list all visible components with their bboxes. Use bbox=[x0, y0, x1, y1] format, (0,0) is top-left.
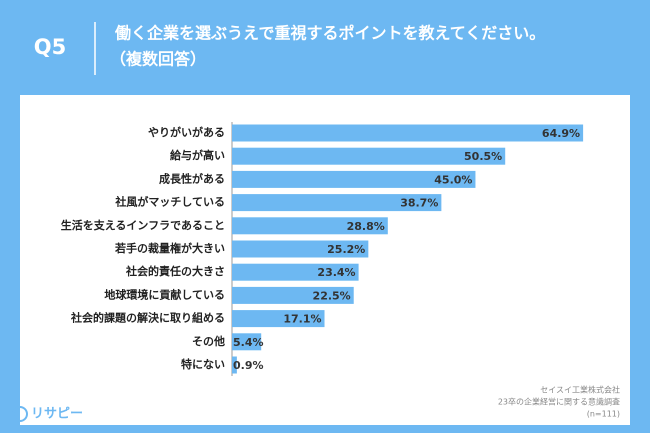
category-label: 給与が高い bbox=[170, 148, 225, 162]
bar bbox=[232, 240, 369, 258]
category-label: 成長性がある bbox=[159, 171, 225, 185]
category-label: 社会的責任の大きさ bbox=[125, 264, 225, 278]
value-label: 25.2% bbox=[327, 243, 365, 256]
title: 働く企業を選ぶうえで重視するポイントを教えてください。 bbox=[114, 24, 545, 43]
value-label: 5.4% bbox=[233, 336, 264, 349]
source-survey: 23卒の企業経営に関する意識調査 bbox=[498, 397, 620, 407]
value-label: 22.5% bbox=[313, 289, 351, 302]
source-company: セイスイ工業株式会社 bbox=[540, 385, 620, 395]
category-label: 若手の裁量権が大きい bbox=[115, 241, 225, 255]
bars: やりがいがある 64.9% 給与が高い 50.5% 成長性がある 45.0% 社風がマッチし… bbox=[61, 124, 584, 374]
bar bbox=[232, 217, 388, 235]
panel bbox=[20, 95, 630, 425]
value-label: 38.7% bbox=[400, 197, 438, 210]
bar bbox=[232, 194, 442, 212]
category-label: 社会的課題の解決に取り組める bbox=[70, 311, 225, 325]
category-label: 特にない bbox=[181, 357, 225, 371]
category-label: やりがいがある bbox=[148, 125, 225, 139]
subtitle: （複数回答） bbox=[110, 50, 206, 69]
value-label: 64.9% bbox=[542, 127, 580, 140]
question-number: Q5 bbox=[34, 35, 66, 59]
bar bbox=[232, 286, 354, 304]
logo: リサピー bbox=[31, 407, 83, 422]
source-sample: (n=111) bbox=[587, 410, 620, 419]
bar bbox=[232, 356, 237, 374]
value-label: 0.9% bbox=[233, 359, 264, 372]
bar bbox=[232, 124, 584, 142]
value-label: 17.1% bbox=[283, 313, 321, 326]
category-label: 地球環境に貢献している bbox=[104, 287, 225, 301]
category-label: その他 bbox=[192, 334, 225, 348]
value-label: 23.4% bbox=[317, 266, 355, 279]
value-label: 50.5% bbox=[464, 150, 502, 163]
bar bbox=[232, 170, 476, 188]
bar bbox=[232, 333, 262, 351]
value-label: 28.8% bbox=[347, 220, 385, 233]
value-label: 45.0% bbox=[434, 173, 472, 186]
bar bbox=[232, 310, 325, 328]
bar bbox=[232, 263, 359, 281]
category-label: 生活を支えるインフラであること bbox=[61, 218, 225, 232]
category-label: 社風がマッチしている bbox=[114, 195, 225, 209]
logo-icon bbox=[12, 406, 28, 422]
bar bbox=[232, 147, 506, 165]
